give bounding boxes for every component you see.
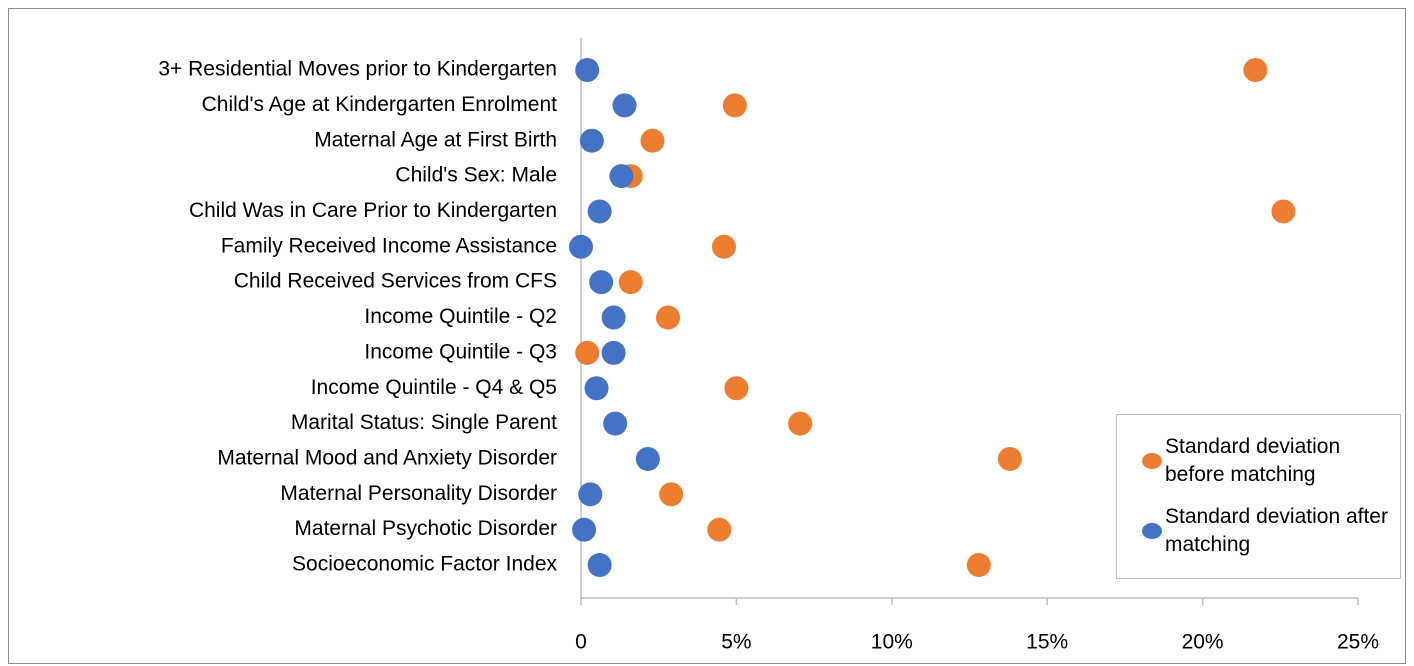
category-label: 3+ Residential Moves prior to Kindergart… xyxy=(158,58,557,81)
dot xyxy=(578,482,603,507)
legend-marker xyxy=(1142,453,1162,469)
category-label: Maternal Personality Disorder xyxy=(280,482,557,505)
dot xyxy=(587,199,612,224)
dot xyxy=(711,234,736,259)
x-tick-label: 0 xyxy=(575,631,587,654)
dot xyxy=(640,128,665,153)
category-label: Child Was in Care Prior to Kindergarten xyxy=(189,199,557,222)
dot xyxy=(569,234,593,259)
category-label: Maternal Age at First Birth xyxy=(314,128,557,151)
dot xyxy=(584,376,609,401)
legend-marker xyxy=(1142,523,1162,539)
dot xyxy=(707,517,732,542)
x-tick-label: 15% xyxy=(1026,631,1068,654)
dot xyxy=(788,411,813,436)
category-label: Maternal Psychotic Disorder xyxy=(294,517,557,540)
dot xyxy=(587,553,612,578)
dot xyxy=(579,128,604,153)
dot xyxy=(618,270,643,295)
category-label: Marital Status: Single Parent xyxy=(291,411,557,434)
dot xyxy=(575,340,600,365)
dot xyxy=(722,93,747,118)
x-tick-label: 10% xyxy=(871,631,913,654)
legend-label: Standard deviation before matching xyxy=(1165,435,1341,486)
legend-label: Standard deviation after matching xyxy=(1165,505,1388,556)
category-label: Income Quintile - Q4 & Q5 xyxy=(311,376,557,399)
dot xyxy=(612,93,637,118)
dot xyxy=(601,305,626,330)
category-label: Child's Age at Kindergarten Enrolment xyxy=(202,93,558,116)
category-label: Child Received Services from CFS xyxy=(234,270,557,293)
x-tick-label: 5% xyxy=(721,631,751,654)
dot xyxy=(575,58,600,82)
dot xyxy=(572,517,597,542)
dot xyxy=(603,411,628,436)
category-label: Income Quintile - Q2 xyxy=(364,305,557,328)
dot xyxy=(609,164,634,189)
dot xyxy=(659,482,684,507)
dot xyxy=(601,340,626,365)
legend: Standard deviation before matching Standa… xyxy=(1116,414,1401,579)
category-label: Family Received Income Assistance xyxy=(221,234,557,257)
category-label: Child's Sex: Male xyxy=(395,164,557,187)
category-label: Socioeconomic Factor Index xyxy=(292,553,557,576)
dot xyxy=(966,553,991,578)
category-label: Income Quintile - Q3 xyxy=(364,340,557,363)
dot xyxy=(997,446,1022,471)
x-tick-label: 25% xyxy=(1337,631,1379,654)
dot xyxy=(635,446,660,471)
dot xyxy=(1243,58,1268,82)
dot xyxy=(589,270,614,295)
dot xyxy=(724,376,749,401)
dot xyxy=(656,305,681,330)
chart-border xyxy=(8,8,1406,664)
category-label: Maternal Mood and Anxiety Disorder xyxy=(217,447,557,470)
dot xyxy=(1271,199,1296,224)
x-tick-label: 20% xyxy=(1182,631,1224,654)
